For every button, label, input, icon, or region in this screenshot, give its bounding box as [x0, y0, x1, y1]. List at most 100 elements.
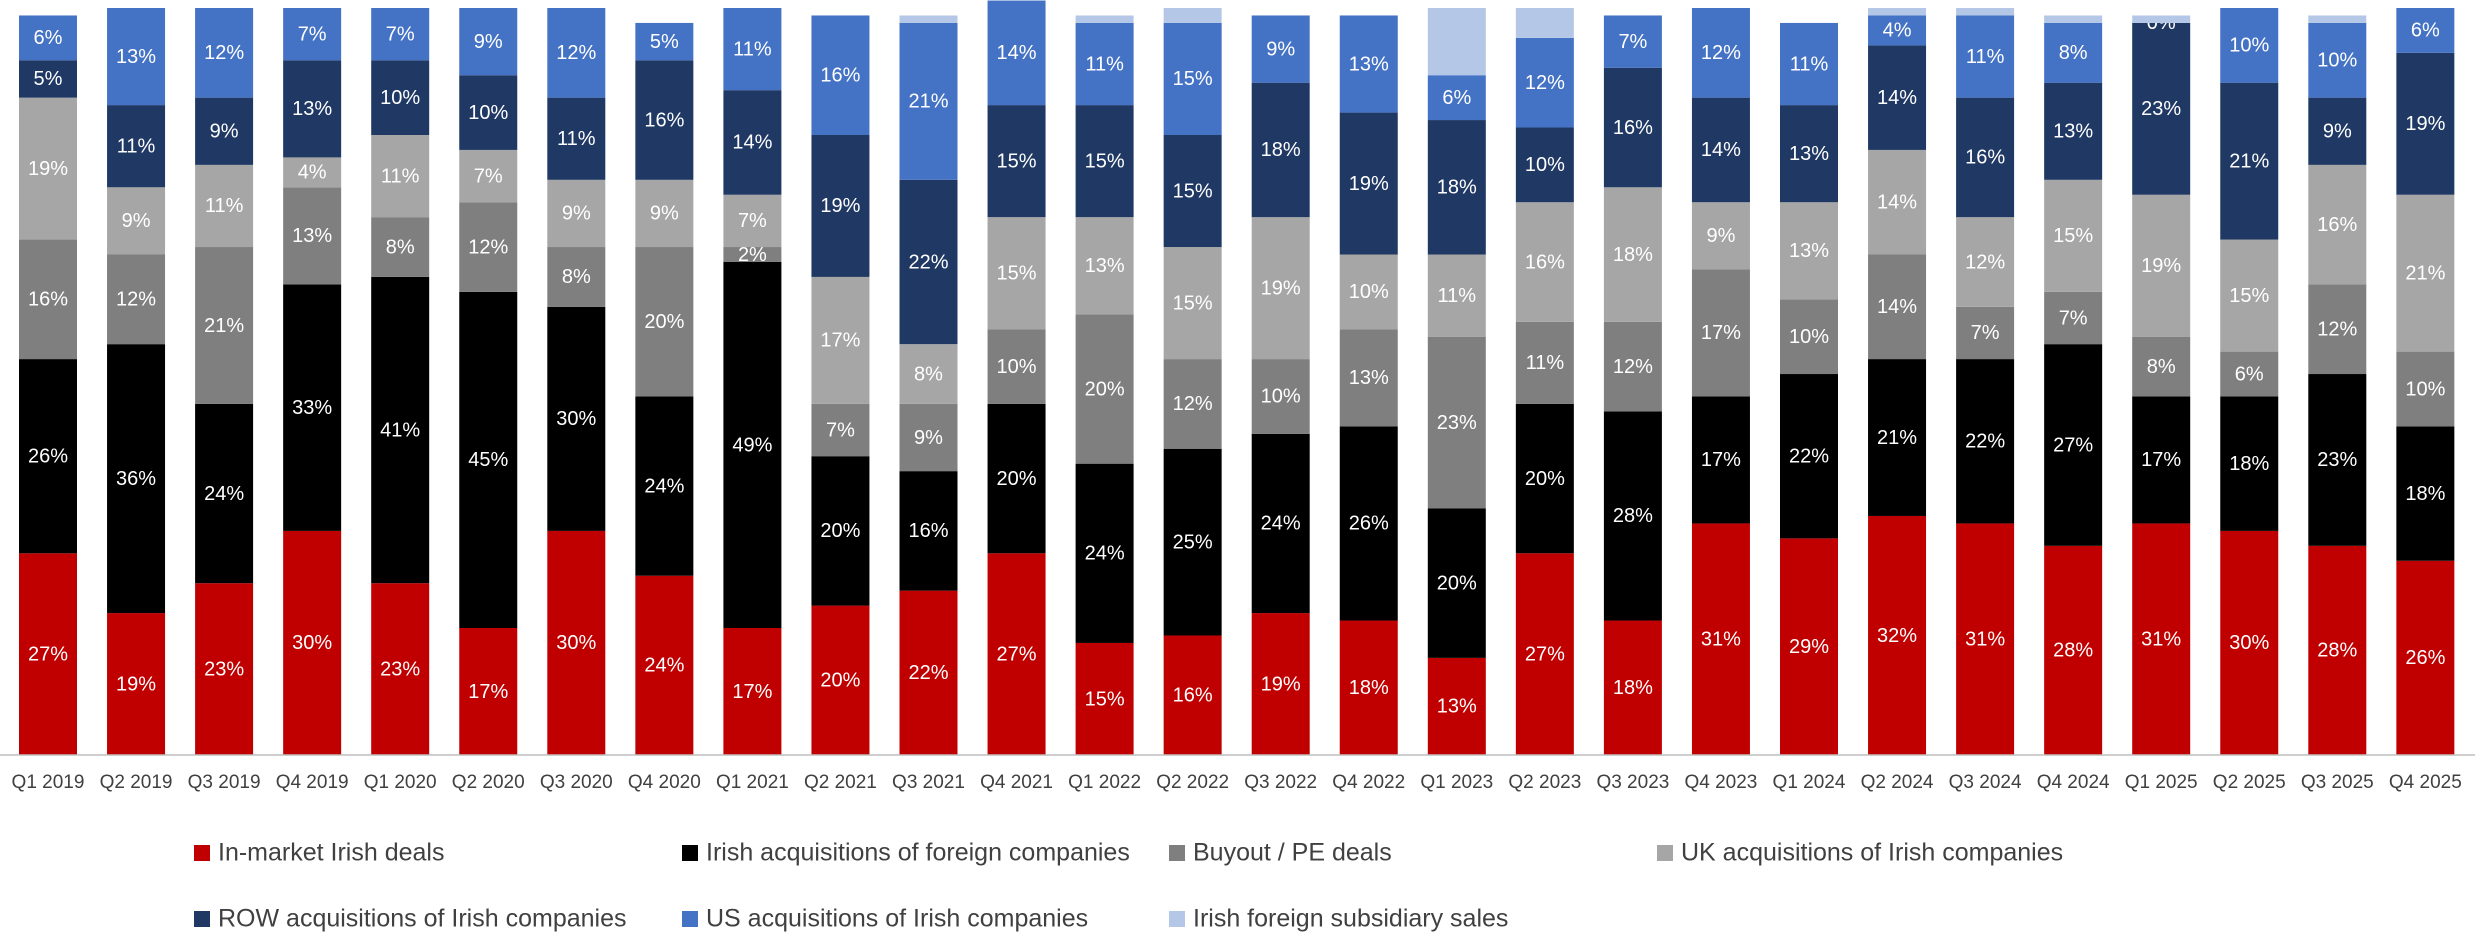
bar-segment: [899, 344, 958, 404]
bar-segment: [1956, 359, 2015, 524]
legend-label: ROW acquisitions of Irish companies: [218, 905, 626, 932]
bar-segment: [459, 202, 518, 292]
bar-segment: [107, 254, 166, 345]
data-label: 12%: [556, 42, 596, 64]
data-label: 23%: [380, 658, 420, 680]
data-label: 24%: [1261, 513, 1301, 535]
legend-label: US acquisitions of Irish companies: [706, 905, 1088, 932]
data-label: 7%: [474, 165, 503, 187]
bar-segment: [1603, 187, 1662, 322]
bar-segment: [2044, 291, 2103, 345]
data-label: 20%: [1437, 572, 1477, 594]
data-label: 11%: [557, 128, 596, 150]
data-label: 18%: [1261, 139, 1301, 161]
bar-segment: [1956, 523, 2015, 755]
x-tick-label: Q4 2020: [628, 772, 701, 793]
x-tick-label: Q1 2025: [2125, 772, 2198, 793]
bar-segment: [2044, 179, 2103, 292]
x-tick-label: Q2 2022: [1156, 772, 1229, 793]
bar-segment: [2396, 194, 2455, 352]
data-label: 30%: [556, 408, 596, 430]
data-label: 17%: [1701, 449, 1741, 471]
bar-segment: [2220, 82, 2279, 240]
bar-segment: [1427, 120, 1486, 255]
data-label: 12%: [1613, 356, 1653, 378]
bar-segment: [195, 583, 254, 755]
data-label: 24%: [1085, 543, 1125, 565]
bar-segment: [1956, 15, 2015, 98]
data-label: 9%: [1266, 38, 1295, 60]
bar-segment: [547, 247, 606, 307]
data-label: 16%: [820, 65, 860, 87]
data-label: 17%: [468, 681, 508, 703]
bar-segment: [283, 8, 342, 61]
data-label: 11%: [1085, 53, 1124, 75]
data-label: 11%: [1966, 46, 2005, 68]
data-label: 10%: [380, 87, 420, 109]
bar-segment: [1780, 374, 1838, 539]
bar-segment: [1427, 508, 1486, 658]
x-tick-label: Q2 2020: [452, 772, 525, 793]
data-label: 12%: [116, 289, 156, 311]
data-label: 12%: [2317, 318, 2357, 340]
bar-segment: [195, 8, 254, 98]
bar-segment: [1075, 217, 1134, 315]
bar-segment: [1427, 657, 1486, 755]
data-label: 28%: [2317, 640, 2357, 662]
legend-swatch: [682, 911, 698, 927]
bar-segment: [2396, 8, 2455, 53]
data-label: 26%: [1349, 513, 1389, 535]
bar-segment: [107, 8, 166, 106]
bar-segment: [1691, 97, 1750, 203]
bar-segment: [547, 8, 606, 98]
data-label: 23%: [2317, 449, 2357, 471]
bar-segment: [1251, 82, 1310, 218]
data-label: 20%: [644, 311, 684, 333]
legend-swatch: [682, 845, 698, 861]
bar-segment: [1515, 127, 1574, 203]
data-label: 45%: [468, 449, 508, 471]
data-label: 7%: [826, 419, 855, 441]
bar-segment: [1603, 15, 1662, 68]
bar-segment: [1339, 15, 1398, 113]
bar-segment: [1515, 202, 1574, 322]
data-label: 8%: [2059, 42, 2088, 64]
bar-segment: [2044, 15, 2103, 23]
data-label: 7%: [1971, 322, 2000, 344]
bar-segment: [2396, 560, 2455, 755]
data-label: 8%: [2147, 356, 2176, 378]
bar-segment: [1956, 97, 2015, 218]
bar-segment: [811, 403, 870, 457]
legend-swatch: [1657, 845, 1673, 861]
data-label: 23%: [2141, 98, 2181, 120]
bar-segment: [1956, 306, 2015, 360]
bar-segment: [2132, 523, 2191, 755]
bar-segment: [19, 15, 77, 61]
data-label: 19%: [1349, 173, 1389, 195]
data-label: 41%: [380, 419, 420, 441]
bar-segment: [811, 605, 870, 755]
bar-segment: [723, 628, 782, 755]
legend-label: Irish foreign subsidiary sales: [1193, 905, 1508, 932]
x-tick-label: Q1 2023: [1420, 772, 1493, 793]
legend-label: Irish acquisitions of foreign companies: [706, 839, 1130, 867]
bar-segment: [459, 8, 518, 76]
data-label: 15%: [997, 262, 1037, 284]
x-tick-label: Q3 2020: [540, 772, 613, 793]
data-label: 10%: [1525, 154, 1565, 176]
bar-segment: [987, 0, 1046, 106]
bar-segment: [2132, 194, 2191, 337]
data-label: 30%: [292, 632, 332, 654]
bar-segment: [1868, 149, 1927, 255]
legend-label: In-market Irish deals: [218, 839, 444, 867]
bar-segment: [283, 60, 342, 158]
data-label: 25%: [1173, 531, 1213, 553]
data-label: 14%: [997, 42, 1037, 64]
data-label: 30%: [556, 632, 596, 654]
data-label: 7%: [1618, 31, 1647, 53]
legend-label: UK acquisitions of Irish companies: [1681, 839, 2063, 867]
bar-segment: [1075, 105, 1134, 218]
bar-segment: [371, 276, 430, 584]
data-label: 10%: [1789, 326, 1829, 348]
data-label: 19%: [1261, 673, 1301, 695]
